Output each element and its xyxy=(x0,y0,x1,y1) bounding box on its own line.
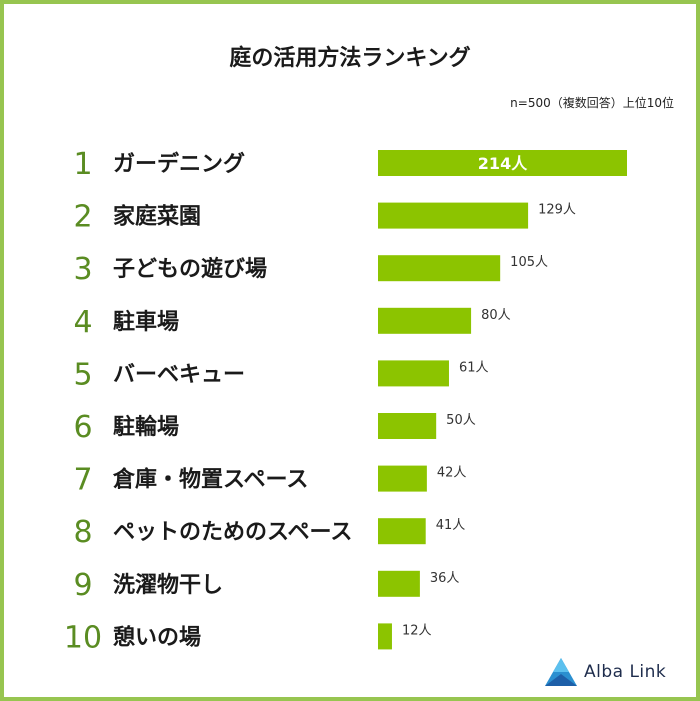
category-label: 駐輪場 xyxy=(113,414,179,440)
value-label: 61人 xyxy=(459,360,489,375)
bar xyxy=(378,150,627,176)
alba-link-logo-icon xyxy=(545,658,577,686)
value-label: 105人 xyxy=(510,255,548,270)
sample-note: n=500（複数回答）上位10位 xyxy=(510,96,674,110)
bar xyxy=(378,413,437,439)
value-label: 80人 xyxy=(481,308,511,323)
value-label: 41人 xyxy=(436,518,466,533)
category-label: 倉庫・物置スペース xyxy=(112,467,308,493)
category-label: バーベキュー xyxy=(113,362,245,387)
chart-title: 庭の活用方法ランキング xyxy=(229,46,471,71)
category-label: ペットのためのスペース xyxy=(113,520,352,545)
rank-number: 3 xyxy=(73,252,92,287)
value-label: 50人 xyxy=(446,413,476,428)
bar xyxy=(378,570,420,597)
value-label: 42人 xyxy=(437,466,467,481)
rank-number: 2 xyxy=(73,200,92,235)
category-label: ガーデニング xyxy=(113,151,245,177)
bar xyxy=(378,360,449,387)
bar xyxy=(378,465,427,492)
rank-number: 10 xyxy=(64,620,102,655)
category-label: 洗濯物干し xyxy=(113,572,223,598)
bar xyxy=(378,623,392,650)
rank-number: 5 xyxy=(73,357,92,392)
value-label: 214人 xyxy=(478,154,528,173)
rank-number: 7 xyxy=(73,463,92,498)
category-label: 駐車場 xyxy=(113,309,179,335)
rank-number: 8 xyxy=(73,515,92,550)
rank-number: 9 xyxy=(73,568,92,603)
brand-logo: Alba Link xyxy=(544,657,666,687)
bar xyxy=(378,307,472,334)
rank-number: 4 xyxy=(73,305,92,340)
category-label: 子どもの遊び場 xyxy=(113,256,267,282)
value-label: 36人 xyxy=(430,571,460,586)
bar xyxy=(378,518,426,545)
value-label: 12人 xyxy=(402,623,432,638)
value-label: 129人 xyxy=(538,203,576,218)
rank-number: 6 xyxy=(73,410,92,445)
bar xyxy=(378,255,501,282)
category-label: 家庭菜園 xyxy=(113,204,201,230)
category-label: 憩いの場 xyxy=(113,624,201,650)
brand-name: Alba Link xyxy=(584,662,667,682)
rank-number: 1 xyxy=(73,147,92,182)
bar xyxy=(378,202,529,229)
